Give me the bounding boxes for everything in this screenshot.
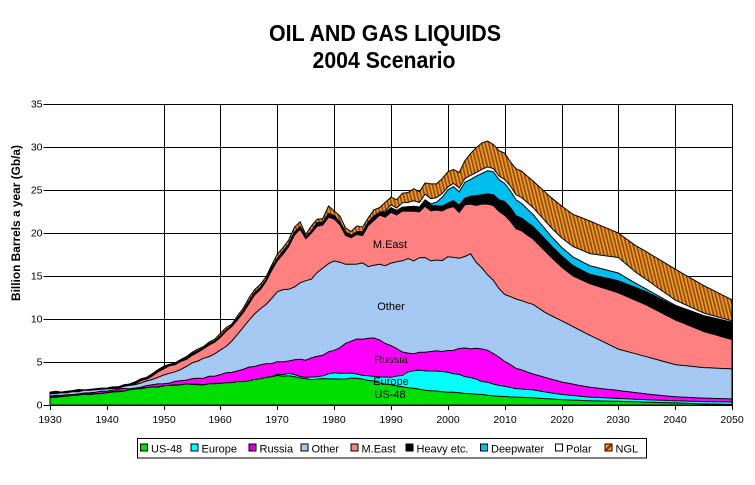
svg-text:Russia: Russia	[260, 444, 295, 456]
svg-text:Billion Barrels a year (Gb/a): Billion Barrels a year (Gb/a)	[11, 145, 23, 301]
svg-text:1960: 1960	[208, 414, 232, 426]
svg-text:2004 Scenario: 2004 Scenario	[313, 47, 456, 73]
svg-text:30: 30	[31, 142, 43, 154]
svg-text:Deepwater: Deepwater	[491, 444, 545, 456]
svg-text:35: 35	[31, 99, 43, 111]
svg-text:1930: 1930	[38, 414, 62, 426]
svg-text:1990: 1990	[379, 414, 403, 426]
svg-text:10: 10	[31, 314, 43, 326]
svg-text:2000: 2000	[436, 414, 460, 426]
svg-text:Other: Other	[377, 301, 405, 313]
svg-text:2010: 2010	[493, 414, 517, 426]
svg-text:15: 15	[31, 271, 43, 283]
svg-text:NGL: NGL	[616, 444, 639, 456]
svg-text:1970: 1970	[265, 414, 289, 426]
svg-text:US-48: US-48	[374, 389, 405, 401]
svg-text:Heavy etc.: Heavy etc.	[417, 444, 469, 456]
svg-text:Europe: Europe	[373, 376, 408, 388]
svg-text:Polar: Polar	[566, 444, 592, 456]
svg-text:Russia: Russia	[374, 354, 409, 366]
svg-text:M.East: M.East	[373, 239, 407, 251]
svg-text:1980: 1980	[322, 414, 346, 426]
svg-text:Europe: Europe	[202, 444, 237, 456]
svg-text:25: 25	[31, 185, 43, 197]
svg-text:0: 0	[37, 400, 43, 412]
svg-text:5: 5	[37, 357, 43, 369]
svg-text:2050: 2050	[720, 414, 744, 426]
svg-text:2030: 2030	[606, 414, 630, 426]
svg-text:1950: 1950	[152, 414, 176, 426]
svg-text:M.East: M.East	[362, 444, 396, 456]
svg-text:US-48: US-48	[151, 444, 182, 456]
svg-text:20: 20	[31, 228, 43, 240]
svg-text:1940: 1940	[95, 414, 119, 426]
svg-text:Other: Other	[312, 444, 340, 456]
svg-text:2040: 2040	[663, 414, 687, 426]
svg-text:OIL AND GAS LIQUIDS: OIL AND GAS LIQUIDS	[269, 20, 501, 46]
svg-text:2020: 2020	[550, 414, 574, 426]
